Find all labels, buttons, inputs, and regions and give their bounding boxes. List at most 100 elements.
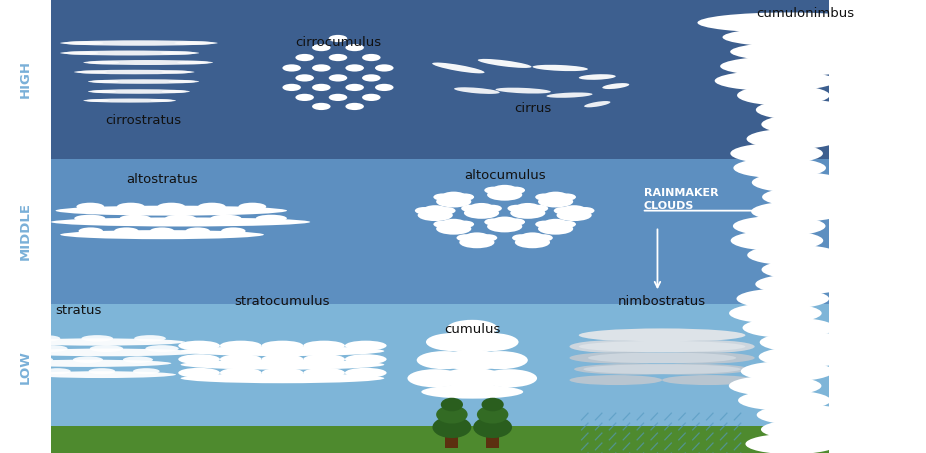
- Ellipse shape: [557, 209, 592, 221]
- Ellipse shape: [532, 65, 588, 71]
- Ellipse shape: [295, 74, 314, 82]
- Ellipse shape: [437, 207, 456, 214]
- Ellipse shape: [181, 360, 384, 370]
- Ellipse shape: [538, 196, 573, 207]
- Ellipse shape: [81, 335, 113, 342]
- Ellipse shape: [304, 354, 344, 364]
- Ellipse shape: [262, 368, 304, 378]
- Ellipse shape: [83, 60, 213, 65]
- Text: cirrocumulus: cirrocumulus: [294, 36, 382, 49]
- Bar: [51, 0, 926, 159]
- Ellipse shape: [472, 351, 528, 369]
- Ellipse shape: [535, 193, 554, 201]
- Ellipse shape: [588, 352, 736, 363]
- Ellipse shape: [544, 192, 568, 200]
- Ellipse shape: [119, 215, 151, 222]
- Text: RAINMAKER
CLOUDS: RAINMAKER CLOUDS: [644, 188, 719, 211]
- Ellipse shape: [161, 51, 195, 55]
- Ellipse shape: [761, 260, 854, 280]
- Ellipse shape: [436, 196, 471, 207]
- Text: LOW: LOW: [19, 350, 32, 384]
- Ellipse shape: [74, 70, 194, 74]
- Ellipse shape: [736, 289, 829, 309]
- Ellipse shape: [630, 364, 750, 375]
- Bar: [51, 159, 926, 304]
- Ellipse shape: [282, 84, 301, 91]
- Ellipse shape: [329, 35, 347, 42]
- Ellipse shape: [761, 419, 854, 439]
- Ellipse shape: [295, 94, 314, 101]
- Ellipse shape: [89, 368, 115, 374]
- Ellipse shape: [574, 364, 694, 375]
- Ellipse shape: [60, 40, 218, 46]
- Text: cirrus: cirrus: [514, 102, 551, 115]
- Ellipse shape: [421, 385, 523, 399]
- Ellipse shape: [747, 245, 840, 265]
- Ellipse shape: [436, 405, 468, 424]
- Ellipse shape: [73, 357, 103, 363]
- Ellipse shape: [198, 202, 226, 211]
- Ellipse shape: [484, 187, 503, 194]
- Ellipse shape: [134, 335, 166, 342]
- Ellipse shape: [165, 215, 196, 222]
- Ellipse shape: [546, 92, 593, 98]
- Ellipse shape: [507, 205, 526, 212]
- Ellipse shape: [454, 87, 500, 94]
- Ellipse shape: [77, 70, 107, 73]
- Ellipse shape: [731, 231, 823, 251]
- Ellipse shape: [440, 368, 505, 389]
- Ellipse shape: [432, 63, 484, 73]
- Ellipse shape: [762, 187, 855, 207]
- Ellipse shape: [34, 345, 68, 352]
- Ellipse shape: [443, 219, 466, 227]
- Ellipse shape: [295, 54, 314, 61]
- Ellipse shape: [312, 84, 331, 91]
- Ellipse shape: [123, 357, 153, 363]
- Ellipse shape: [88, 89, 190, 94]
- Ellipse shape: [761, 114, 854, 135]
- Ellipse shape: [557, 193, 576, 201]
- Ellipse shape: [282, 64, 301, 72]
- Text: stratocumulus: stratocumulus: [234, 295, 331, 308]
- Ellipse shape: [752, 172, 845, 193]
- Ellipse shape: [579, 74, 616, 80]
- Ellipse shape: [262, 341, 304, 351]
- Ellipse shape: [477, 405, 508, 424]
- Ellipse shape: [584, 101, 610, 107]
- Ellipse shape: [494, 217, 517, 225]
- Ellipse shape: [304, 341, 344, 351]
- Ellipse shape: [738, 390, 831, 410]
- Ellipse shape: [535, 221, 554, 228]
- Ellipse shape: [83, 98, 176, 102]
- Ellipse shape: [720, 56, 857, 77]
- Ellipse shape: [426, 333, 482, 351]
- Ellipse shape: [64, 51, 98, 55]
- Bar: [51, 304, 926, 426]
- Ellipse shape: [432, 416, 471, 438]
- Ellipse shape: [722, 27, 888, 48]
- Ellipse shape: [329, 54, 347, 61]
- Ellipse shape: [456, 193, 474, 201]
- Ellipse shape: [732, 216, 825, 236]
- Ellipse shape: [433, 221, 452, 228]
- Ellipse shape: [743, 318, 835, 338]
- Ellipse shape: [563, 205, 586, 213]
- Ellipse shape: [345, 103, 364, 110]
- Ellipse shape: [85, 99, 109, 102]
- Ellipse shape: [440, 350, 505, 371]
- Ellipse shape: [602, 83, 630, 89]
- Ellipse shape: [495, 87, 551, 94]
- Ellipse shape: [569, 352, 681, 364]
- Ellipse shape: [517, 203, 540, 211]
- Ellipse shape: [487, 189, 522, 201]
- Ellipse shape: [329, 74, 347, 82]
- Ellipse shape: [538, 223, 573, 235]
- Ellipse shape: [461, 205, 480, 212]
- Text: stratus: stratus: [56, 304, 102, 317]
- Text: cirrostratus: cirrostratus: [106, 114, 181, 127]
- Ellipse shape: [512, 234, 531, 241]
- Ellipse shape: [60, 51, 199, 55]
- Ellipse shape: [64, 41, 104, 45]
- Ellipse shape: [14, 349, 199, 356]
- Ellipse shape: [464, 207, 499, 219]
